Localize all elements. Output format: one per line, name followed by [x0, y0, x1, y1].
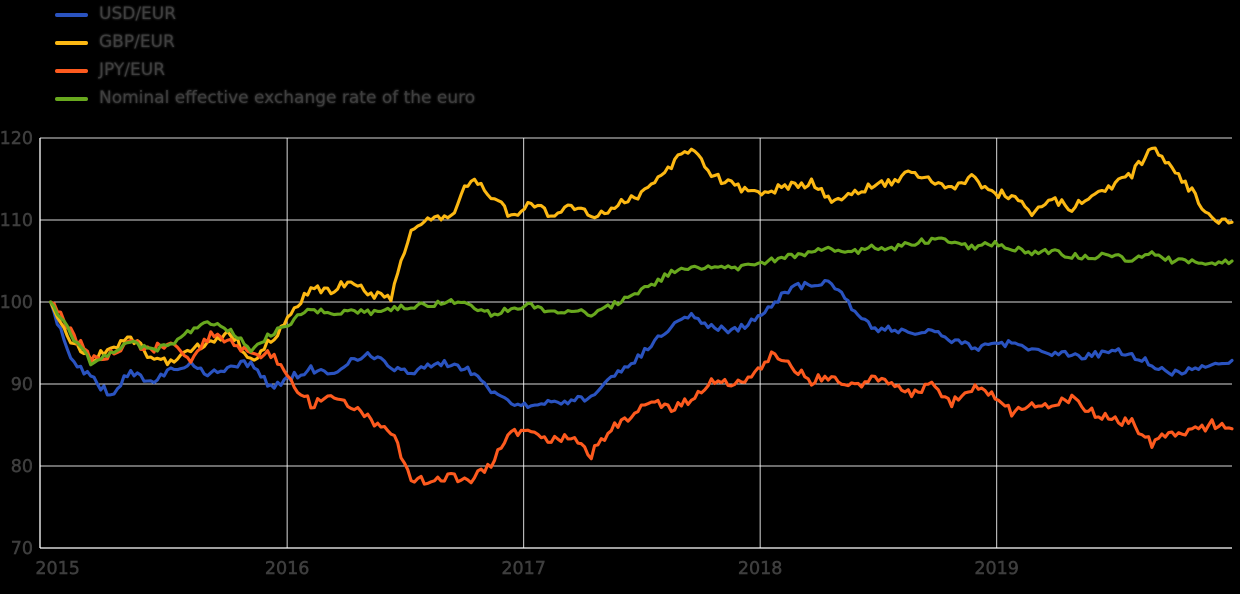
y-tick-label-120: 120	[0, 129, 33, 149]
series-line-nominal-effective-exchange-rate-of-the-euro	[49, 236, 1234, 367]
x-tick-label-2017: 2017	[501, 559, 546, 579]
y-tick-label-100: 100	[0, 293, 33, 313]
y-tick-label-110: 110	[0, 211, 33, 231]
series-line-usd-eur	[49, 278, 1234, 410]
x-tick-label-2018: 2018	[738, 559, 783, 579]
series-line-gbp-eur	[49, 146, 1234, 367]
y-tick-label-90: 90	[11, 375, 33, 395]
y-tick-label-70: 70	[11, 539, 33, 559]
x-tick-label-2019: 2019	[974, 559, 1019, 579]
y-tick-label-80: 80	[11, 457, 33, 477]
series-line-jpy-eur	[49, 300, 1234, 486]
x-tick-label-2016: 2016	[265, 559, 310, 579]
x-tick-label-2015: 2015	[35, 559, 80, 579]
